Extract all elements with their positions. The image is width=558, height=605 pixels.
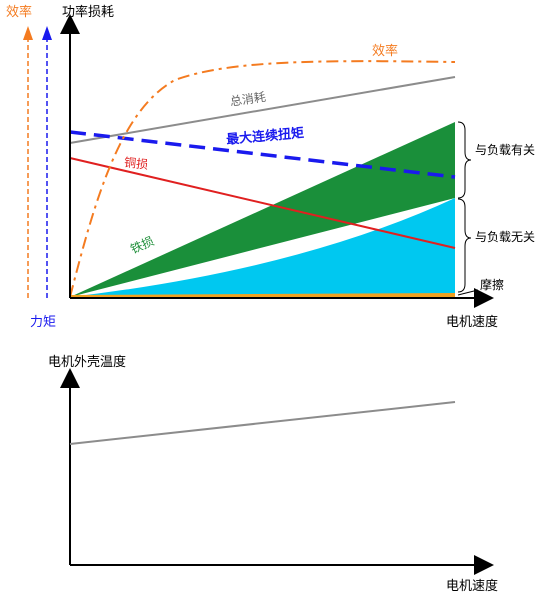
top-chart: 效率 功率损耗 效率 总消耗 最大连续扭矩 铜损 铁损 与负载有关 与负载无关 … bbox=[6, 4, 535, 330]
total-loss-line bbox=[69, 76, 456, 144]
load-dependent-label: 与负载有关 bbox=[475, 143, 535, 157]
brace-load-dependent bbox=[457, 121, 472, 199]
brace-load-independent bbox=[457, 198, 472, 293]
copper-loss-label: 铜损 bbox=[123, 154, 148, 171]
iron-loss-label: 铁损 bbox=[128, 234, 156, 257]
max-torque-label: 最大连续扭矩 bbox=[226, 125, 305, 148]
total-loss-label: 总消耗 bbox=[229, 90, 267, 109]
power-loss-axis-label: 功率损耗 bbox=[62, 4, 114, 20]
temperature-axis-label: 电机外壳温度 bbox=[48, 354, 126, 370]
speed-axis-label-top: 电机速度 bbox=[446, 314, 498, 330]
friction-region bbox=[70, 293, 455, 298]
load-independent-label: 与负载无关 bbox=[475, 230, 535, 244]
efficiency-axis-label: 效率 bbox=[6, 4, 32, 20]
torque-axis-arrow bbox=[42, 26, 52, 40]
efficiency-axis-arrow bbox=[23, 26, 33, 40]
load-independent-region bbox=[70, 198, 455, 297]
copper-loss-line bbox=[69, 157, 456, 249]
bottom-chart: 电机外壳温度 电机速度 bbox=[48, 354, 498, 594]
speed-axis-label-bottom: 电机速度 bbox=[446, 578, 498, 594]
efficiency-curve-label: 效率 bbox=[372, 43, 398, 59]
torque-axis-label: 力矩 bbox=[30, 315, 56, 330]
max-torque-line bbox=[69, 130, 456, 179]
housing-temperature-line bbox=[69, 401, 456, 445]
friction-pointer bbox=[457, 289, 479, 296]
friction-label: 摩擦 bbox=[480, 277, 504, 292]
